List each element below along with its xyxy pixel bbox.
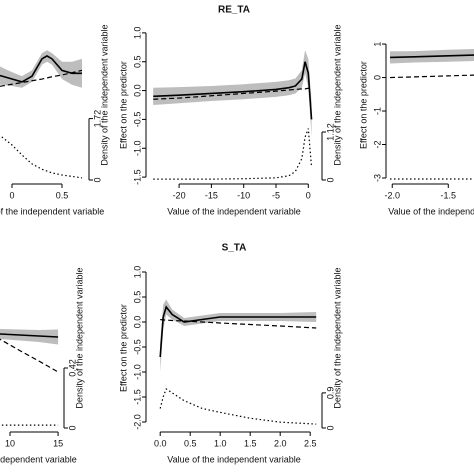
- confidence-band: [0, 328, 59, 345]
- y-tick-label: -0.5: [132, 339, 142, 355]
- x-tick-label: -15: [205, 190, 218, 200]
- x-axis-label: Value of the independent variable: [167, 206, 300, 216]
- y-tick-label: -1: [372, 107, 382, 115]
- y2-tick-label: 1.12: [325, 123, 335, 141]
- x-tick-label: 10: [5, 438, 15, 448]
- x-tick-label: 0: [306, 190, 311, 200]
- y-tick-label: 0.5: [132, 55, 142, 68]
- y2-axis-label: Density of the independent variable: [74, 267, 84, 408]
- series-line: [0, 424, 59, 426]
- y-tick-label: 0: [372, 75, 382, 80]
- y2-axis-label: Density of the independent variable: [332, 24, 342, 165]
- series-line: [0, 338, 59, 373]
- series-line: [0, 333, 59, 338]
- x-tick-label: 0: [9, 190, 14, 200]
- x-tick-label: 1.0: [214, 438, 227, 448]
- y2-axis-label: Density of the independent variable: [332, 267, 342, 408]
- y2-tick-label: 0: [92, 177, 102, 182]
- x-tick-label: 1.5: [244, 438, 257, 448]
- chart-title: S_TA: [222, 243, 247, 254]
- chart-title: RE_TA: [218, 5, 250, 16]
- series-line: [159, 305, 317, 358]
- y-tick-label: -1.0: [132, 141, 142, 157]
- y2-tick-label: 0: [325, 425, 335, 430]
- y-tick-label: -2.0: [132, 414, 142, 430]
- series-line: [0, 55, 82, 83]
- x-tick-label: -1.5: [441, 190, 457, 200]
- x-tick-label: -2.0: [384, 190, 400, 200]
- x-axis-label: Value of the independent variable: [0, 454, 77, 464]
- y-tick-label: -1.5: [132, 169, 142, 185]
- y2-axis-label: Density of the independent variable: [99, 24, 109, 165]
- confidence-band: [160, 299, 317, 372]
- y-tick-label: -2: [372, 141, 382, 149]
- y-tick-label: -3: [372, 174, 382, 182]
- x-axis-label: Value of the independent variable: [167, 454, 300, 464]
- y-axis-label: Effect on the predictor: [118, 61, 128, 149]
- x-tick-label: 0.5: [184, 438, 197, 448]
- y-tick-label: -1.0: [132, 364, 142, 380]
- y-tick-label: -0.5: [132, 112, 142, 128]
- x-axis-label: Value of the independent variable: [0, 206, 104, 216]
- x-tick-label: 0.5: [56, 190, 69, 200]
- y2-tick-label: 0: [67, 425, 77, 430]
- y-tick-label: 1: [372, 42, 382, 47]
- x-tick-label: 2.5: [304, 438, 317, 448]
- y2-tick-label: 0: [325, 177, 335, 182]
- x-tick-label: 2.0: [274, 438, 287, 448]
- series-line: [389, 54, 474, 59]
- series-line: [160, 318, 317, 329]
- y-tick-label: -1.5: [132, 389, 142, 405]
- x-tick-label: -5: [272, 190, 280, 200]
- series-line: [153, 61, 313, 120]
- confidence-band: [153, 50, 312, 137]
- series-line: [0, 69, 83, 87]
- series-line: [153, 128, 313, 180]
- y-tick-label: 0.0: [132, 84, 142, 97]
- x-axis-label: Value of the independent variable: [388, 206, 474, 216]
- y2-tick-label: 0.9: [325, 387, 335, 400]
- series-line: [389, 74, 474, 79]
- x-tick-label: -20: [173, 190, 186, 200]
- y-axis-label: Effect on the predictor: [358, 61, 368, 149]
- series-line: [159, 388, 317, 425]
- series-line: [153, 87, 312, 100]
- y-tick-label: 1.0: [132, 266, 142, 279]
- x-tick-label: 0.0: [154, 438, 167, 448]
- y-tick-label: 0.5: [132, 291, 142, 304]
- y2-tick-label: 0.42: [67, 359, 77, 377]
- y-tick-label: 1.0: [132, 27, 142, 40]
- y2-tick-label: 1.72: [92, 110, 102, 128]
- x-tick-label: 15: [53, 438, 63, 448]
- y-axis-label: Effect on the predictor: [118, 304, 128, 392]
- confidence-band: [0, 50, 82, 88]
- y-tick-label: 0.0: [132, 316, 142, 329]
- series-line: [0, 134, 83, 179]
- x-tick-label: -10: [237, 190, 250, 200]
